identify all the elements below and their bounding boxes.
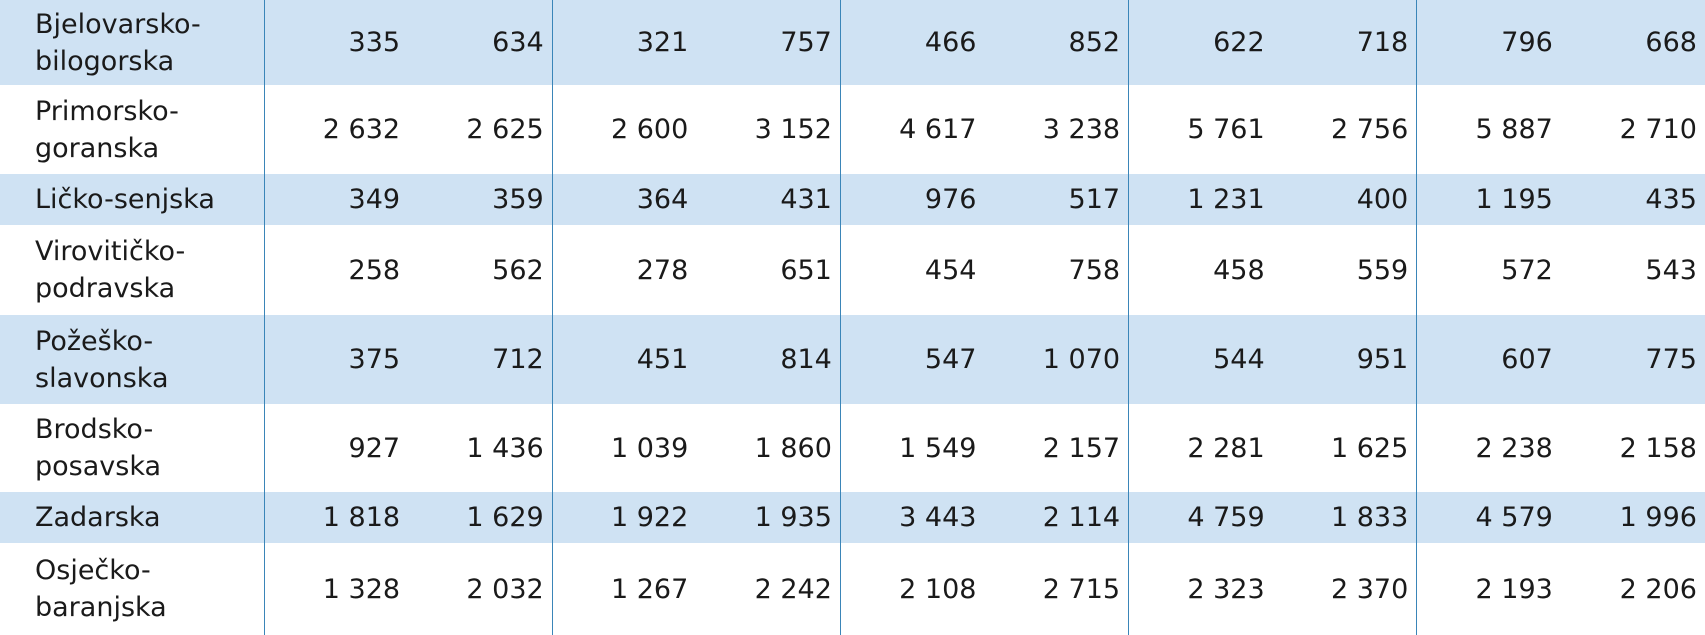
value-cell: 544 <box>1213 344 1265 375</box>
value-cell: 4 759 <box>1187 502 1265 533</box>
value-cell: 562 <box>408 225 553 315</box>
value-cell: 335 <box>348 27 401 58</box>
value-cell: 1 267 <box>610 573 689 605</box>
value-cell: 1 860 <box>696 404 841 492</box>
value-cell: 2 323 <box>1187 573 1265 605</box>
value-cell: 651 <box>696 225 841 315</box>
value-cell: 4 579 <box>1475 502 1553 533</box>
value-cell: 712 <box>408 315 553 404</box>
value-cell: 1 195 <box>1475 184 1553 215</box>
value-cell: 2 370 <box>1272 543 1418 635</box>
value-cell: 258 <box>348 254 401 286</box>
value-cell: 2 710 <box>1619 114 1697 145</box>
value-cell: 718 <box>1272 0 1418 85</box>
table-row: Zadarska 1 818 1 629 1 922 1 935 3 443 2 114 4 … <box>0 492 1705 543</box>
table-row: Osječko-baranjska 1 328 2 032 1 267 2 242 2 1… <box>0 543 1705 635</box>
value-cell: 927 <box>348 432 401 464</box>
value-cell: 5 887 <box>1475 114 1553 145</box>
table-row: Primorsko-goranska 2 632 2 625 2 600 3 152 4 … <box>0 85 1705 174</box>
region-name: Primorsko-goranska <box>0 85 265 174</box>
value-cell: 1 935 <box>696 492 841 543</box>
value-cell: 2 756 <box>1272 85 1418 174</box>
value-cell: 1 625 <box>1272 404 1418 492</box>
table-row: Bjelovarsko-bilogorska 335 634 321 757 466 852… <box>0 0 1705 85</box>
value-cell: 359 <box>408 174 553 225</box>
value-cell: 2 108 <box>899 573 977 605</box>
region-name: Osječko-baranjska <box>0 543 265 635</box>
value-cell: 2 032 <box>408 543 553 635</box>
value-cell: 622 <box>1213 27 1265 58</box>
value-cell: 1 039 <box>610 432 689 464</box>
value-cell: 2 157 <box>984 404 1130 492</box>
value-cell: 634 <box>408 0 553 85</box>
table-row: Požeško-slavonska 375 712 451 814 547 1 070 544… <box>0 315 1705 404</box>
value-cell: 3 443 <box>899 502 977 533</box>
value-cell: 2 632 <box>322 114 401 145</box>
value-cell: 2 715 <box>984 543 1130 635</box>
region-name: Brodsko-posavska <box>0 404 265 492</box>
value-cell: 852 <box>984 0 1130 85</box>
value-cell: 1 996 <box>1619 502 1697 533</box>
value-cell: 278 <box>636 254 689 286</box>
value-cell: 400 <box>1272 174 1418 225</box>
value-cell: 607 <box>1501 344 1553 375</box>
value-cell: 1 549 <box>899 432 977 464</box>
value-cell: 431 <box>696 174 841 225</box>
value-cell: 1 629 <box>408 492 553 543</box>
value-cell: 2 600 <box>610 114 689 145</box>
region-name: Bjelovarsko-bilogorska <box>0 0 265 85</box>
value-cell: 2 625 <box>408 85 553 174</box>
value-cell: 517 <box>984 174 1130 225</box>
value-cell: 5 761 <box>1187 114 1265 145</box>
value-cell: 668 <box>1645 27 1697 58</box>
value-cell: 757 <box>696 0 841 85</box>
region-name: Virovitičko-podravska <box>0 225 265 315</box>
value-cell: 1 328 <box>322 573 401 605</box>
value-cell: 2 158 <box>1619 432 1697 464</box>
value-cell: 321 <box>636 27 689 58</box>
value-cell: 814 <box>696 315 841 404</box>
value-cell: 758 <box>984 225 1130 315</box>
value-cell: 2 242 <box>696 543 841 635</box>
value-cell: 349 <box>348 184 401 215</box>
value-cell: 543 <box>1645 254 1697 286</box>
value-cell: 2 281 <box>1187 432 1265 464</box>
value-cell: 775 <box>1645 344 1697 375</box>
value-cell: 454 <box>924 254 977 286</box>
value-cell: 976 <box>924 184 977 215</box>
value-cell: 1 231 <box>1187 184 1265 215</box>
region-name: Požeško-slavonska <box>0 315 265 404</box>
value-cell: 3 238 <box>984 85 1130 174</box>
table-row: Brodsko-posavska 927 1 436 1 039 1 860 1 549 2… <box>0 404 1705 492</box>
table-row: Virovitičko-podravska 258 562 278 651 454 758 4… <box>0 225 1705 315</box>
value-cell: 547 <box>924 344 977 375</box>
region-name: Zadarska <box>0 492 265 543</box>
value-cell: 2 193 <box>1475 573 1553 605</box>
value-cell: 1 436 <box>408 404 553 492</box>
value-cell: 375 <box>348 344 401 375</box>
value-cell: 1 833 <box>1272 492 1418 543</box>
value-cell: 2 206 <box>1619 573 1697 605</box>
value-cell: 2 114 <box>984 492 1130 543</box>
value-cell: 2 238 <box>1475 432 1553 464</box>
value-cell: 4 617 <box>899 114 977 145</box>
value-cell: 1 922 <box>610 502 689 533</box>
value-cell: 466 <box>924 27 977 58</box>
value-cell: 1 818 <box>322 502 401 533</box>
value-cell: 559 <box>1272 225 1418 315</box>
value-cell: 951 <box>1272 315 1418 404</box>
value-cell: 451 <box>636 344 689 375</box>
value-cell: 458 <box>1213 254 1265 286</box>
table-row: Ličko-senjska 349 359 364 431 976 517 1 231 400 1… <box>0 174 1705 225</box>
value-cell: 796 <box>1501 27 1553 58</box>
value-cell: 364 <box>636 184 689 215</box>
value-cell: 3 152 <box>696 85 841 174</box>
value-cell: 435 <box>1645 184 1697 215</box>
value-cell: 1 070 <box>984 315 1130 404</box>
region-name: Ličko-senjska <box>0 174 265 225</box>
value-cell: 572 <box>1501 254 1553 286</box>
